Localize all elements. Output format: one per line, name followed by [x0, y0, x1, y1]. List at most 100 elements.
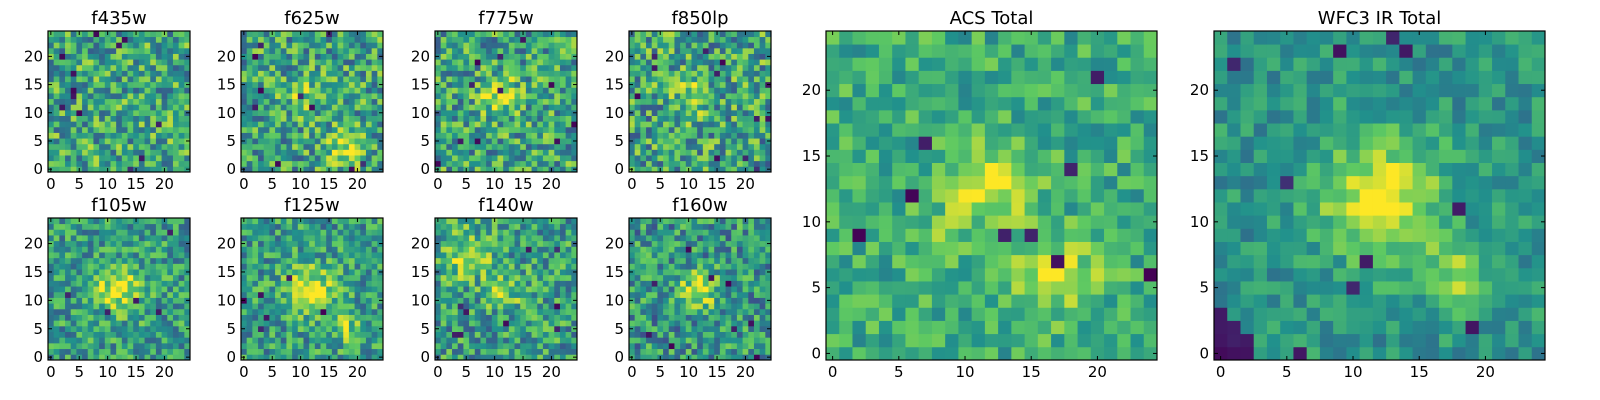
heatmap-cell — [674, 155, 681, 162]
heatmap-cell — [629, 121, 636, 128]
heatmap-cell — [354, 36, 361, 43]
heatmap-cell — [440, 325, 447, 332]
heatmap-cell — [314, 314, 321, 321]
heatmap-cell — [172, 53, 180, 60]
heatmap-cell — [354, 42, 361, 49]
heatmap-cell — [59, 320, 66, 327]
y-tick-label: 5 — [226, 132, 236, 150]
heatmap-cell — [742, 331, 749, 338]
heatmap-cell — [565, 87, 572, 94]
heatmap-cell — [184, 93, 191, 100]
heatmap-cell — [554, 229, 561, 236]
heatmap-cell — [702, 348, 709, 355]
heatmap-cell — [246, 263, 253, 270]
heatmap-cell — [748, 160, 755, 167]
heatmap-cell — [452, 331, 459, 338]
heatmap-cell — [303, 138, 310, 145]
heatmap-cell — [503, 354, 510, 361]
heatmap-cell — [331, 263, 338, 270]
heatmap-cell — [53, 160, 60, 167]
heatmap-cell — [377, 320, 384, 327]
heatmap-cell — [503, 64, 510, 71]
heatmap-cell — [252, 331, 259, 338]
heatmap-cell — [275, 160, 282, 167]
heatmap-cell — [297, 314, 304, 321]
heatmap-cell — [65, 59, 72, 66]
heatmap-cell — [150, 240, 157, 247]
heatmap-cell — [525, 274, 532, 281]
heatmap-cell — [452, 149, 459, 156]
heatmap-cell — [657, 53, 664, 60]
heatmap-cell — [110, 314, 117, 321]
heatmap-cell — [172, 325, 180, 332]
heatmap-cell — [663, 76, 670, 83]
heatmap-cell — [354, 59, 361, 66]
heatmap-cell — [446, 337, 453, 344]
heatmap-cell — [469, 59, 476, 66]
heatmap-cell — [76, 59, 83, 66]
heatmap-cell — [138, 229, 145, 236]
heatmap-cell — [252, 149, 259, 156]
heatmap-cell — [76, 303, 83, 310]
heatmap-cell — [343, 76, 350, 83]
heatmap-cell — [748, 104, 755, 111]
heatmap-cell — [303, 64, 310, 71]
heatmap-cell — [486, 325, 493, 332]
heatmap-cell — [303, 36, 310, 43]
heatmap-cell — [474, 42, 481, 49]
heatmap-cell — [263, 31, 270, 38]
heatmap-cell — [548, 42, 555, 49]
heatmap-cell — [337, 59, 344, 66]
heatmap-cell — [646, 348, 653, 355]
heatmap-cell — [646, 47, 653, 54]
heatmap-cell — [269, 291, 276, 298]
heatmap-cell — [668, 64, 675, 71]
x-tick-label: 15 — [319, 363, 338, 381]
heatmap-cell — [246, 98, 253, 105]
heatmap-cell — [668, 98, 675, 105]
heatmap-cell — [748, 98, 755, 105]
heatmap-cell — [486, 53, 493, 60]
heatmap-cell — [753, 325, 761, 332]
heatmap-cell — [480, 53, 487, 60]
heatmap-cell — [542, 31, 549, 38]
heatmap-cell — [59, 252, 66, 259]
heatmap-cell — [320, 109, 327, 116]
heatmap-cell — [82, 143, 89, 150]
heatmap-cell — [172, 143, 180, 150]
heatmap-cell — [435, 115, 442, 122]
heatmap-cell — [110, 263, 117, 270]
x-tick-label: 15 — [319, 175, 338, 193]
heatmap-cell — [275, 246, 282, 253]
heatmap-cell — [144, 87, 151, 94]
heatmap-cell — [178, 263, 185, 270]
heatmap-cell — [514, 42, 521, 49]
heatmap-cell — [76, 308, 83, 315]
heatmap-cell — [65, 303, 72, 310]
heatmap-cell — [246, 81, 253, 88]
heatmap-cell — [708, 53, 715, 60]
heatmap-cell — [53, 132, 60, 139]
heatmap-cell — [531, 235, 538, 242]
heatmap-cell — [691, 342, 698, 350]
heatmap-cell — [742, 291, 749, 298]
heatmap-cell — [719, 104, 726, 111]
heatmap-cell — [252, 93, 259, 100]
heatmap-cell — [365, 132, 373, 139]
heatmap-cell — [668, 297, 675, 304]
heatmap-cell — [360, 42, 367, 49]
heatmap-cell — [446, 81, 453, 88]
heatmap-cell — [354, 348, 361, 355]
panel-title: f125w — [284, 195, 339, 216]
heatmap-cell — [559, 314, 567, 321]
heatmap-cell — [714, 64, 721, 71]
heatmap-cell — [138, 274, 145, 281]
heatmap-cell — [82, 76, 89, 83]
heatmap-cell — [674, 87, 681, 94]
heatmap-cell — [144, 308, 151, 315]
heatmap-cell — [348, 218, 355, 225]
heatmap-cell — [731, 337, 738, 344]
heatmap-cell — [469, 252, 476, 259]
heatmap-cell — [542, 132, 549, 139]
heatmap-cell — [508, 121, 515, 128]
